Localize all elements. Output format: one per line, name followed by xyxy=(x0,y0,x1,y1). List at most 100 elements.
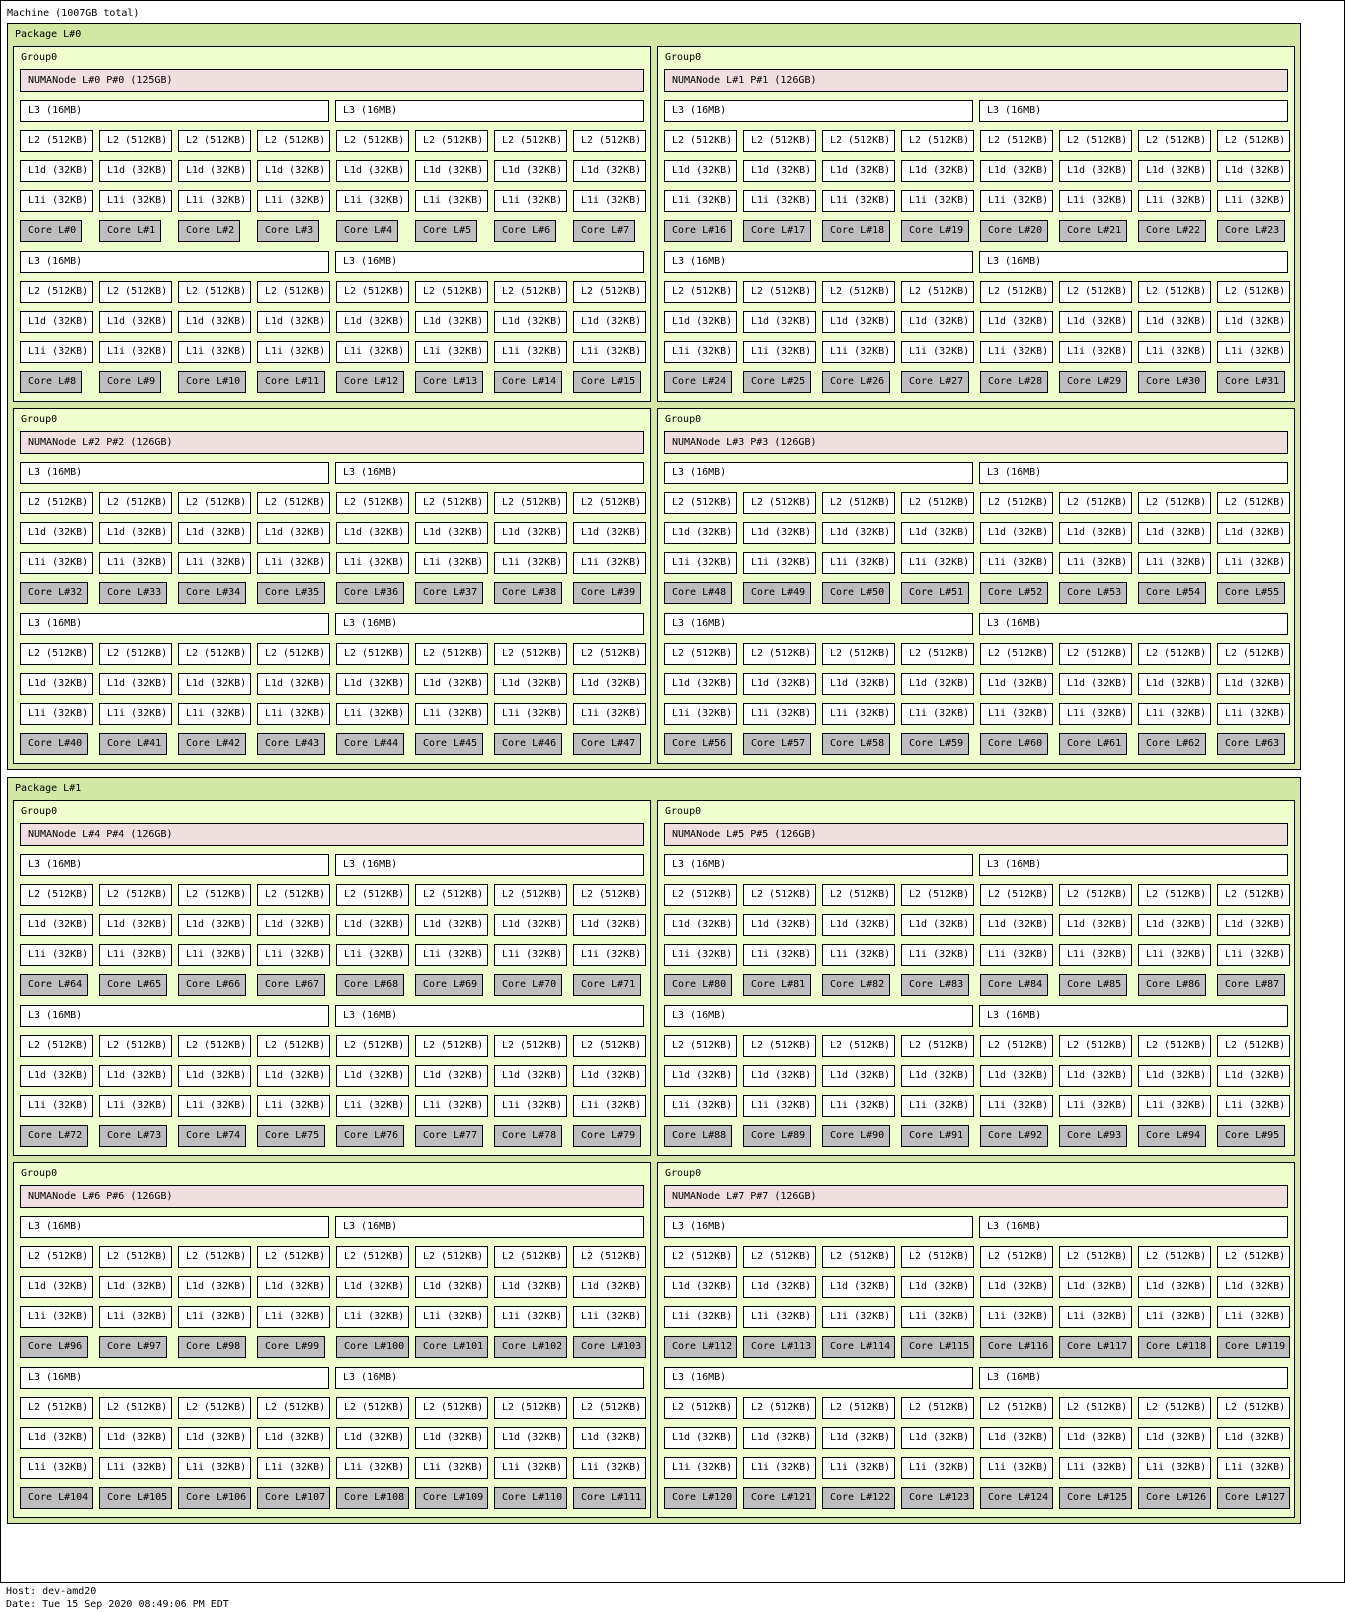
l1d-cache-label: L1d (32KB) xyxy=(1067,527,1128,538)
l2-cache-label: L2 (512KB) xyxy=(830,1040,891,1051)
l1i-cache-label: L1i (32KB) xyxy=(186,1462,247,1473)
l1d-cache: L1d (32KB) xyxy=(494,311,567,333)
core-box-label: Core L#48 xyxy=(672,587,727,598)
core-box-label: Core L#104 xyxy=(28,1492,89,1503)
l1i-cache-label: L1i (32KB) xyxy=(344,1311,405,1322)
l2-cache-label: L2 (512KB) xyxy=(751,1251,812,1262)
core-box-label: Core L#6 xyxy=(502,225,551,236)
l1i-cache-label: L1i (32KB) xyxy=(1225,557,1286,568)
l1d-cache-label: L1d (32KB) xyxy=(751,527,812,538)
l3-cache: L3 (16MB) xyxy=(979,100,1288,122)
core-box-label: Core L#103 xyxy=(581,1341,642,1352)
l2-cache-label: L2 (512KB) xyxy=(672,1402,733,1413)
group-label: Group0 xyxy=(21,52,58,63)
core-box: Core L#110 xyxy=(494,1487,567,1509)
core-box-label: Core L#47 xyxy=(581,738,636,749)
l1i-cache-label: L1i (32KB) xyxy=(28,557,89,568)
l2-cache: L2 (512KB) xyxy=(20,492,93,514)
core-box-label: Core L#79 xyxy=(581,1130,636,1141)
l1d-cache: L1d (32KB) xyxy=(901,914,974,936)
core-box: Core L#40 xyxy=(20,733,88,755)
l2-cache: L2 (512KB) xyxy=(573,1397,646,1419)
l1d-cache: L1d (32KB) xyxy=(257,160,330,182)
l3-cache: L3 (16MB) xyxy=(20,1216,329,1238)
l1i-cache-label: L1i (32KB) xyxy=(265,1462,326,1473)
l1d-cache-label: L1d (32KB) xyxy=(672,1432,733,1443)
core-box: Core L#37 xyxy=(415,582,483,604)
l1i-cache-label: L1i (32KB) xyxy=(830,557,891,568)
l3-cache-label: L3 (16MB) xyxy=(343,1221,398,1232)
numa-node-label: NUMANode L#2 P#2 (126GB) xyxy=(28,437,173,448)
l2-cache: L2 (512KB) xyxy=(664,1035,737,1057)
core-box: Core L#7 xyxy=(573,220,635,242)
core-box: Core L#80 xyxy=(664,974,732,996)
core-box-label: Core L#124 xyxy=(988,1492,1049,1503)
l1d-cache: L1d (32KB) xyxy=(99,311,172,333)
l1i-cache-label: L1i (32KB) xyxy=(988,1311,1049,1322)
l3-cache: L3 (16MB) xyxy=(20,1005,329,1027)
core-box-label: Core L#83 xyxy=(909,979,964,990)
l1d-cache-label: L1d (32KB) xyxy=(423,527,484,538)
core-box: Core L#11 xyxy=(257,371,325,393)
l1d-cache-label: L1d (32KB) xyxy=(581,1070,642,1081)
l1d-cache: L1d (32KB) xyxy=(743,1427,816,1449)
l1d-cache-label: L1d (32KB) xyxy=(909,1281,970,1292)
l3-cache-label: L3 (16MB) xyxy=(28,618,83,629)
l1i-cache: L1i (32KB) xyxy=(336,1457,409,1479)
l3-cache-label: L3 (16MB) xyxy=(987,1372,1042,1383)
l2-cache-label: L2 (512KB) xyxy=(581,1040,642,1051)
l1i-cache: L1i (32KB) xyxy=(99,1095,172,1117)
l3-cache-label: L3 (16MB) xyxy=(28,1372,83,1383)
l3-cache: L3 (16MB) xyxy=(20,100,329,122)
l2-cache-label: L2 (512KB) xyxy=(423,1040,484,1051)
l1i-cache-label: L1i (32KB) xyxy=(265,708,326,719)
l1d-cache-label: L1d (32KB) xyxy=(988,316,1049,327)
core-box-label: Core L#76 xyxy=(344,1130,399,1141)
l1i-cache-label: L1i (32KB) xyxy=(988,708,1049,719)
l2-cache: L2 (512KB) xyxy=(178,1246,251,1268)
core-box: Core L#59 xyxy=(901,733,969,755)
core-box-label: Core L#41 xyxy=(107,738,162,749)
l2-cache-label: L2 (512KB) xyxy=(830,286,891,297)
l1i-cache: L1i (32KB) xyxy=(415,341,488,363)
l1i-cache-label: L1i (32KB) xyxy=(751,708,812,719)
l3-cache: L3 (16MB) xyxy=(335,1216,644,1238)
l2-cache-label: L2 (512KB) xyxy=(909,135,970,146)
l1d-cache: L1d (32KB) xyxy=(20,1065,93,1087)
l1i-cache-label: L1i (32KB) xyxy=(423,557,484,568)
l1d-cache-label: L1d (32KB) xyxy=(830,919,891,930)
l1d-cache: L1d (32KB) xyxy=(901,522,974,544)
l1d-cache-label: L1d (32KB) xyxy=(988,1070,1049,1081)
l1i-cache: L1i (32KB) xyxy=(336,552,409,574)
l1d-cache-label: L1d (32KB) xyxy=(672,1070,733,1081)
l2-cache-label: L2 (512KB) xyxy=(830,497,891,508)
core-box: Core L#60 xyxy=(980,733,1048,755)
l1d-cache-label: L1d (32KB) xyxy=(672,165,733,176)
l1d-cache: L1d (32KB) xyxy=(1059,1276,1132,1298)
core-box-label: Core L#43 xyxy=(265,738,320,749)
l1d-cache-label: L1d (32KB) xyxy=(581,919,642,930)
l3-cache-label: L3 (16MB) xyxy=(987,859,1042,870)
l2-cache-label: L2 (512KB) xyxy=(186,648,247,659)
core-box-label: Core L#53 xyxy=(1067,587,1122,598)
l1i-cache-label: L1i (32KB) xyxy=(28,1311,89,1322)
l1d-cache-label: L1d (32KB) xyxy=(1146,919,1207,930)
core-box: Core L#5 xyxy=(415,220,477,242)
core-box: Core L#84 xyxy=(980,974,1048,996)
l1i-cache: L1i (32KB) xyxy=(901,1095,974,1117)
l2-cache: L2 (512KB) xyxy=(901,884,974,906)
l1i-cache-label: L1i (32KB) xyxy=(423,949,484,960)
l2-cache: L2 (512KB) xyxy=(415,1035,488,1057)
l1i-cache: L1i (32KB) xyxy=(178,944,251,966)
l2-cache: L2 (512KB) xyxy=(573,492,646,514)
core-box: Core L#117 xyxy=(1059,1336,1132,1358)
l1d-cache-label: L1d (32KB) xyxy=(423,1281,484,1292)
l3-cache-label: L3 (16MB) xyxy=(987,1010,1042,1021)
l2-cache-label: L2 (512KB) xyxy=(1225,497,1286,508)
l3-cache: L3 (16MB) xyxy=(979,1216,1288,1238)
l1i-cache-label: L1i (32KB) xyxy=(28,708,89,719)
l1i-cache-label: L1i (32KB) xyxy=(344,949,405,960)
l1d-cache-label: L1d (32KB) xyxy=(186,527,247,538)
core-box-label: Core L#75 xyxy=(265,1130,320,1141)
core-box: Core L#17 xyxy=(743,220,811,242)
